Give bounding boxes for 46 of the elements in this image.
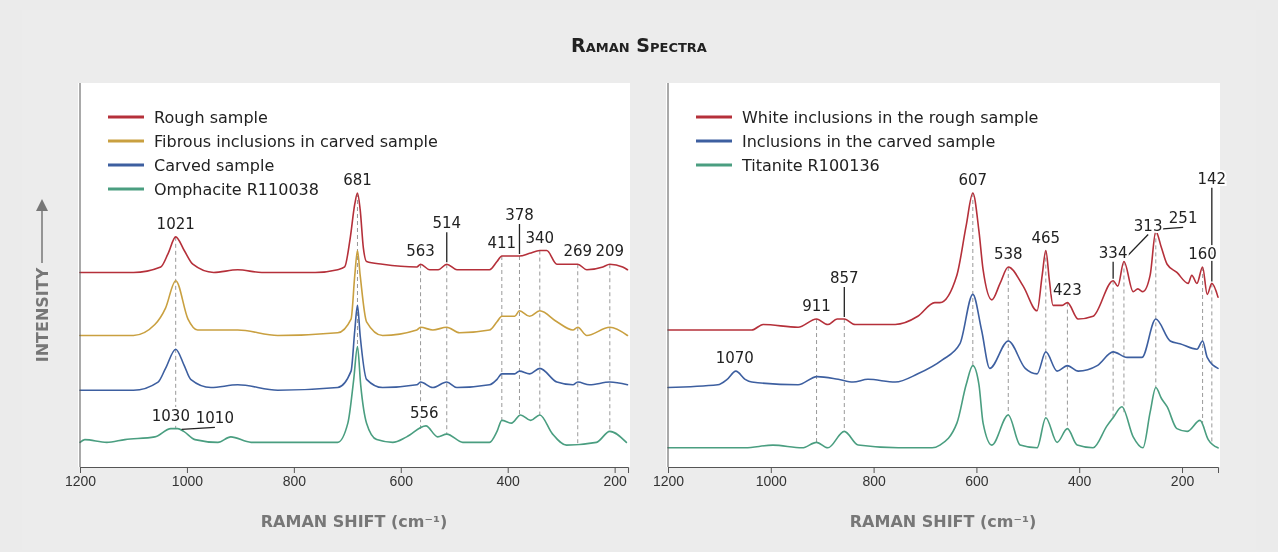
- annotation: 142: [1197, 169, 1227, 188]
- x-tick-label: 600: [389, 472, 414, 489]
- y-axis-title: INTENSITY: [33, 267, 52, 363]
- chart-title: Raman Spectra: [571, 34, 707, 56]
- annotation: 423: [1053, 280, 1082, 299]
- x-tick-label: 1000: [755, 472, 788, 489]
- legend-label: Omphacite R110038: [154, 180, 319, 199]
- annotation: 269: [563, 242, 593, 261]
- annotation: 556: [409, 403, 439, 422]
- x-tick-label: 1200: [652, 472, 685, 489]
- annotation: 465: [1031, 228, 1061, 247]
- annotation: 378: [505, 206, 534, 225]
- x-tick-label: 400: [496, 472, 521, 489]
- legend-label: Titanite R100136: [741, 156, 880, 175]
- x-axis-title: RAMAN SHIFT (cm⁻¹): [849, 512, 1037, 531]
- annotation: 313: [1133, 216, 1163, 235]
- annotation: 411: [487, 234, 517, 253]
- annotation: 563: [406, 242, 435, 261]
- x-tick-label: 200: [1170, 472, 1195, 489]
- annotation: 911: [802, 297, 831, 316]
- legend-label: Fibrous inclusions in carved sample: [154, 132, 438, 151]
- legend-label: Carved sample: [154, 156, 275, 175]
- annotation: 1021: [156, 214, 195, 233]
- annotation: 1010: [195, 409, 234, 428]
- annotation: 514: [432, 214, 462, 233]
- annotation: 251: [1168, 209, 1198, 228]
- annotation: 334: [1098, 243, 1128, 262]
- annotation: 1030: [151, 406, 190, 425]
- legend-label: Rough sample: [154, 108, 268, 127]
- legend-label: White inclusions in the rough sample: [742, 108, 1039, 127]
- x-tick-label: 1000: [171, 472, 204, 489]
- x-axis-title: RAMAN SHIFT (cm⁻¹): [260, 512, 448, 531]
- annotation: 607: [958, 171, 988, 189]
- x-tick-label: 600: [965, 472, 989, 489]
- annotation: 857: [829, 269, 859, 288]
- annotation: 340: [525, 228, 555, 247]
- x-tick-label: 1200: [64, 472, 97, 489]
- annotation: 1070: [715, 349, 754, 368]
- x-tick-label: 800: [282, 472, 307, 489]
- annotation: 681: [343, 171, 372, 189]
- annotation: 538: [993, 244, 1023, 263]
- x-tick-label: 200: [603, 472, 628, 489]
- annotation: 209: [595, 242, 625, 261]
- legend-label: Inclusions in the carved sample: [742, 132, 996, 151]
- x-tick-label: 400: [1068, 472, 1092, 489]
- x-tick-label: 800: [862, 472, 886, 489]
